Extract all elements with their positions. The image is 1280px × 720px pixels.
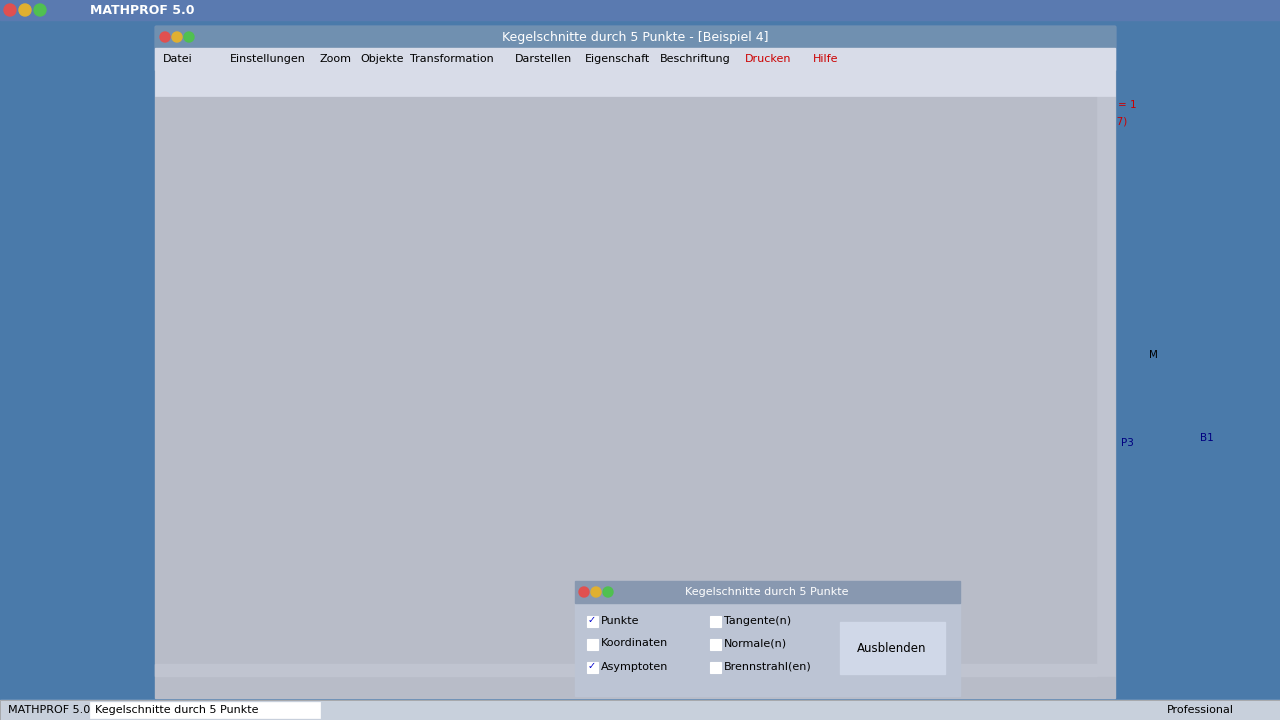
Text: Kegelschnitte durch 5 Punkte: Kegelschnitte durch 5 Punkte	[685, 587, 849, 597]
Text: P4 (6 / 8): P4 (6 / 8)	[215, 546, 262, 556]
Text: P1: P1	[1021, 508, 1034, 518]
Text: P1: P1	[1042, 508, 1055, 518]
Text: P1 (1 / -6): P1 (1 / -6)	[215, 486, 266, 496]
Text: Punkt 2: TP2 (1 / -6): Punkt 2: TP2 (1 / -6)	[1004, 133, 1107, 143]
Text: Objekte: Objekte	[360, 54, 403, 64]
Text: Def. Gleichung: 0,026·X² + 0,052·X·Y - 0,03·Y² - 0,274·X - 0,107·Y + 1 = 0: Def. Gleichung: 0,026·X² + 0,052·X·Y - 0…	[215, 100, 573, 110]
Circle shape	[603, 587, 613, 597]
Text: ✓: ✓	[588, 662, 596, 672]
Text: Tangente(n): Tangente(n)	[724, 616, 791, 626]
Text: Koordinaten: Koordinaten	[602, 639, 668, 649]
Text: Asymptoten: Asymptoten	[602, 662, 668, 672]
Text: Ausblenden: Ausblenden	[858, 642, 927, 654]
Text: Brennpunkt 2: B2 (2,101 / 5,747): Brennpunkt 2: B2 (2,101 / 5,747)	[215, 307, 388, 317]
Bar	[840, 622, 945, 674]
Text: B2: B2	[1020, 235, 1033, 245]
Text: Hilfe: Hilfe	[813, 54, 838, 64]
Bar	[710, 662, 721, 673]
Text: Kegelschnitte durch 5 Punkte - [Beispiel 4]: Kegelschnitte durch 5 Punkte - [Beispiel…	[502, 30, 768, 43]
Text: P5 (16 / -4): P5 (16 / -4)	[215, 566, 273, 576]
Circle shape	[4, 4, 15, 16]
Text: Transf. Gleichung: 0,036·X² - 0,04·Y² - 0,294·X - 0,001·Y + 1 = 0: Transf. Gleichung: 0,036·X² - 0,04·Y² - …	[215, 117, 525, 127]
Text: Untersuchter Kegelschnitt: Hyperbel: Untersuchter Kegelschnitt: Hyperbel	[215, 150, 431, 160]
Bar	[588, 639, 598, 650]
Text: Halbachse b: 3,175: Halbachse b: 3,175	[215, 220, 316, 230]
Bar	[90, 702, 320, 718]
Bar	[0, 700, 1280, 720]
Text: Asymptote 1: Y = -0,411·X + 3,003: Asymptote 1: Y = -0,411·X + 3,003	[215, 331, 398, 341]
Text: Kegelwinkel: 21,238°: Kegelwinkel: 21,238°	[215, 167, 325, 177]
Bar	[588, 662, 598, 673]
Text: Normale(n): Normale(n)	[724, 639, 787, 649]
Circle shape	[35, 4, 46, 16]
Circle shape	[172, 32, 182, 42]
Text: Beschriftung: Beschriftung	[660, 54, 731, 64]
Text: Brennpunkt 1: B1 (5,438 / -2,889): Brennpunkt 1: B1 (5,438 / -2,889)	[215, 291, 392, 301]
Text: MATHPROF 5.0: MATHPROF 5.0	[8, 705, 91, 715]
Text: Professional: Professional	[1166, 705, 1234, 715]
Circle shape	[19, 4, 31, 16]
Circle shape	[184, 32, 195, 42]
Text: Y: Y	[1000, 84, 1009, 96]
Text: Num. Exzentrizität: 1,38: Num. Exzentrizität: 1,38	[215, 256, 342, 266]
Text: Halbachse a: 3,337: Halbachse a: 3,337	[215, 202, 316, 212]
Text: TP1: TP1	[1038, 271, 1057, 281]
Text: Untersuchte Stelle: X = 1: Untersuchte Stelle: X = 1	[1004, 100, 1137, 110]
Text: X: X	[1089, 384, 1098, 397]
Text: Mittelpunkt: M (3,769 / 1,454): Mittelpunkt: M (3,769 / 1,454)	[215, 185, 371, 195]
Text: Datei: Datei	[163, 54, 193, 64]
Text: Eigenschaft: Eigenschaft	[585, 54, 650, 64]
Bar	[575, 581, 960, 603]
Text: Asymptote 2: Y = 2,127·X - 6,562: Asymptote 2: Y = 2,127·X - 6,562	[215, 347, 390, 357]
Bar	[0, 0, 1280, 20]
Bar	[155, 70, 1115, 96]
Text: Brennstrahl(en): Brennstrahl(en)	[724, 662, 812, 672]
Bar	[575, 581, 960, 696]
Text: Kegelschnitte durch 5 Punkte: Kegelschnitte durch 5 Punkte	[95, 705, 259, 715]
Text: Punkte: Punkte	[602, 616, 640, 626]
Text: TP2: TP2	[1038, 508, 1057, 518]
Text: Einstellungen: Einstellungen	[230, 54, 306, 64]
Bar	[0, 700, 1280, 720]
Bar	[710, 616, 721, 627]
Text: ✓: ✓	[588, 616, 596, 626]
Bar	[588, 616, 598, 627]
Text: Darstellen: Darstellen	[515, 54, 572, 64]
Text: P2 (-6 / 6): P2 (-6 / 6)	[215, 505, 266, 516]
Text: Zoom: Zoom	[320, 54, 352, 64]
Circle shape	[160, 32, 170, 42]
Circle shape	[579, 587, 589, 597]
Circle shape	[591, 587, 602, 597]
Text: M: M	[1149, 350, 1158, 359]
Text: Drucken: Drucken	[745, 54, 791, 64]
Bar	[155, 26, 1115, 698]
Text: Transformation: Transformation	[410, 54, 494, 64]
Text: Parameter 2p: 6,043: Parameter 2p: 6,043	[215, 273, 323, 283]
Bar	[1097, 48, 1115, 676]
Text: MATHPROF 5.0: MATHPROF 5.0	[90, 4, 195, 17]
Bar	[155, 664, 1097, 676]
Text: B1: B1	[1199, 433, 1213, 443]
Text: Punkt 1: TP1 (1 / 4,157): Punkt 1: TP1 (1 / 4,157)	[1004, 117, 1128, 127]
Text: P3 (3 / -3): P3 (3 / -3)	[215, 526, 266, 536]
Text: Lin. Exzentrizität e: 4,606: Lin. Exzentrizität e: 4,606	[215, 238, 349, 248]
Text: P2: P2	[764, 226, 777, 236]
Bar	[155, 26, 1115, 48]
Text: P3: P3	[1121, 438, 1134, 448]
Bar	[710, 639, 721, 650]
Bar	[155, 48, 1115, 70]
